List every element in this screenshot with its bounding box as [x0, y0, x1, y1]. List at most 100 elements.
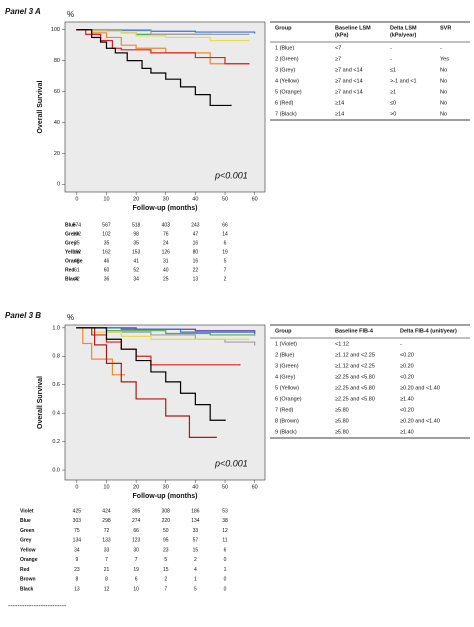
risk-count: 21: [104, 567, 110, 573]
risk-row-name: Brown: [20, 577, 36, 583]
risk-count: 395: [132, 508, 141, 514]
table-cell: <0.20: [400, 374, 414, 380]
table-cell: 1 (Violet): [275, 341, 297, 347]
risk-count: 34: [74, 547, 80, 553]
risk-count: 14: [222, 231, 228, 237]
risk-count: 8: [75, 577, 78, 583]
risk-count: 12: [222, 528, 228, 534]
risk-count: 8: [105, 577, 108, 583]
y-tick-label: 0.4: [52, 411, 60, 417]
risk-row-name: Black: [65, 276, 79, 282]
risk-count: 46: [104, 258, 110, 264]
x-tick-label: 60: [252, 196, 258, 202]
risk-count: 574: [73, 222, 82, 228]
x-tick-label: 0: [75, 484, 78, 490]
x-tick-label: 50: [222, 196, 228, 202]
table-cell: ≥1.12 and <2.25: [335, 363, 375, 369]
risk-row-name: Orange: [65, 258, 83, 264]
risk-count: 126: [162, 249, 171, 255]
table-header: Delta LSM: [390, 25, 417, 31]
risk-row-name: Green: [65, 231, 79, 237]
table-header: Delta FIB-4 (unit/year): [400, 328, 457, 334]
risk-row-name: Yellow: [20, 547, 36, 553]
table-cell: 1 (Blue): [275, 45, 294, 51]
table-header: Group: [275, 328, 292, 334]
table-cell: No: [440, 89, 447, 95]
risk-count: 60: [104, 267, 110, 273]
table-cell: >-1 and <1: [390, 78, 417, 84]
x-tick-label: 10: [103, 196, 109, 202]
risk-count: 41: [133, 258, 139, 264]
risk-count: 11: [222, 538, 227, 544]
risk-row-name: Green: [20, 528, 34, 534]
risk-count: 23: [163, 547, 169, 553]
risk-count: 15: [163, 567, 169, 573]
table-cell: 2 (Blue): [275, 352, 294, 358]
table-cell: ≥2.25 and <5.80: [335, 374, 375, 380]
risk-count: 76: [163, 231, 169, 237]
risk-count: 66: [133, 528, 139, 534]
risk-count: 6: [135, 577, 138, 583]
y-tick-label: 0.8: [52, 354, 60, 360]
y-axis-label: Overall Survival: [37, 376, 44, 429]
table-cell: -: [400, 341, 402, 347]
x-tick-label: 40: [192, 484, 198, 490]
risk-row-name: Red: [65, 267, 74, 273]
risk-count: 7: [135, 557, 138, 563]
risk-count: 35: [104, 240, 110, 246]
risk-count: 102: [73, 231, 82, 237]
table-cell: 2 (Green): [275, 56, 299, 62]
table-cell: ≥2.25 and <5.80: [335, 385, 375, 391]
risk-count: 186: [191, 508, 200, 514]
risk-count: 38: [222, 518, 228, 524]
table-cell: ≥5.80: [335, 429, 349, 435]
risk-count: 19: [133, 567, 139, 573]
table-cell: ≥1: [390, 89, 396, 95]
risk-row-name: Blue: [65, 222, 76, 228]
x-tick-label: 0: [75, 196, 78, 202]
risk-count: 36: [104, 276, 110, 282]
risk-row-name: Red: [20, 567, 29, 573]
table-cell: ≥14: [335, 100, 344, 106]
x-tick-label: 50: [222, 484, 228, 490]
risk-count: 1: [224, 567, 227, 573]
table-cell: ≥2.25 and <5.80: [335, 396, 375, 402]
risk-count: 424: [102, 508, 111, 514]
table-cell: ≤0: [390, 100, 396, 106]
risk-count: 52: [133, 267, 139, 273]
risk-count: 80: [193, 249, 199, 255]
risk-count: 5: [224, 258, 227, 264]
risk-count: 0: [224, 586, 227, 592]
risk-count: 123: [132, 538, 141, 544]
table-header: Baseline FIB-4: [335, 328, 374, 334]
risk-count: 16: [193, 258, 199, 264]
risk-row-name: Yellow: [65, 249, 81, 255]
risk-count: 102: [102, 231, 111, 237]
table-cell: No: [440, 67, 447, 73]
risk-count: 61: [74, 267, 80, 273]
panel-label: Panel 3 A: [5, 7, 41, 16]
risk-count: 0: [224, 557, 227, 563]
table-cell: ≤1: [390, 67, 396, 73]
risk-count: 35: [74, 240, 80, 246]
table-cell: 3 (Grey): [275, 67, 295, 73]
risk-count: 298: [102, 518, 111, 524]
risk-count: 95: [163, 538, 169, 544]
x-tick-label: 60: [252, 484, 258, 490]
risk-row-name: Grey: [20, 538, 32, 544]
table-cell: ≥7: [335, 56, 341, 62]
risk-count: 7: [164, 586, 167, 592]
table-header: Group: [275, 25, 292, 31]
risk-count: 50: [163, 528, 169, 534]
unit-label: %: [67, 10, 74, 19]
table-cell: -: [390, 45, 392, 51]
x-tick-label: 20: [133, 196, 139, 202]
table-cell: 3 (Green): [275, 363, 299, 369]
table-cell: 6 (Red): [275, 100, 294, 106]
table-cell: <0.20: [400, 407, 414, 413]
risk-count: 403: [162, 222, 171, 228]
table-cell: 7 (Red): [275, 407, 294, 413]
y-tick-label: 1.0: [52, 325, 60, 331]
risk-count: 98: [133, 231, 139, 237]
table-cell: ≥1.40: [400, 429, 414, 435]
